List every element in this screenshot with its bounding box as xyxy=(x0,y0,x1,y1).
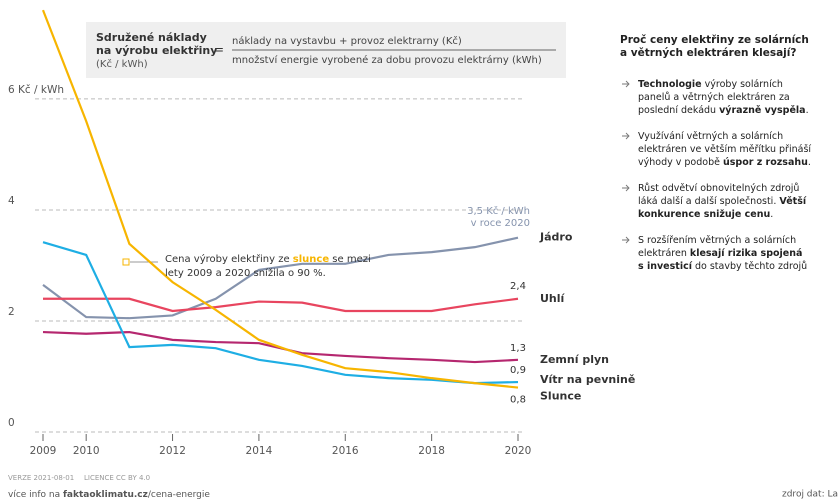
series-label: Zemní plyn xyxy=(540,353,609,366)
rich-line: elektráren klesají rizika spojená xyxy=(638,248,802,259)
series-line xyxy=(42,236,519,320)
x-tick-label: 2018 xyxy=(418,445,445,457)
panel-title: Proč ceny elektřiny ze solárních xyxy=(620,34,809,46)
text-segment: Využívání větrných a solárních xyxy=(638,131,783,142)
text-segment: lety 2009 a 2020 snížila o 90 %. xyxy=(165,267,326,279)
bullet-arrow xyxy=(622,184,630,192)
text-segment: láká další a další společnosti. xyxy=(638,196,779,207)
rich-line: lety 2009 a 2020 snížila o 90 %. xyxy=(165,267,326,279)
series-label: Jádro xyxy=(539,231,573,244)
text-segment: se mezi xyxy=(329,254,371,265)
text-segment: více info na xyxy=(8,490,63,500)
bold-segment: Technologie xyxy=(638,79,702,90)
bullet-arrow xyxy=(622,236,630,244)
x-tick-label: 2012 xyxy=(159,445,186,457)
bold-segment: výrazně vyspěla xyxy=(719,105,805,116)
bold-segment: slunce xyxy=(293,254,330,265)
text-segment: panelů a větrných elektráren za xyxy=(638,92,790,103)
x-tick-label: 2020 xyxy=(505,445,532,457)
text-segment: Cena výroby elektřiny ze xyxy=(165,253,293,265)
text-segment: elektráren xyxy=(638,248,690,259)
text-segment: /cena-energie xyxy=(148,490,211,500)
x-tick-label: 2014 xyxy=(246,445,273,457)
y-tick-label: 2 xyxy=(8,306,15,318)
value-label: 0,8 xyxy=(510,395,526,406)
rich-line: Růst odvětví obnovitelných zdrojů xyxy=(638,183,799,194)
series-label: Uhlí xyxy=(540,292,566,305)
text-segment: . xyxy=(770,209,773,220)
nuclear-note: v roce 2020 xyxy=(471,218,530,229)
series-line xyxy=(43,297,519,313)
bold-segment: s investicí xyxy=(638,261,693,272)
value-label: 1,3 xyxy=(510,343,526,354)
rich-line: panelů a větrných elektráren za xyxy=(638,92,790,103)
x-tick-label: 2016 xyxy=(332,445,359,457)
rich-line: Cena výroby elektřiny ze slunce se mezi xyxy=(165,253,371,265)
formula-unit: (Kč / kWh) xyxy=(96,58,148,70)
y-tick-label: 0 xyxy=(8,417,15,429)
bold-segment: Větší xyxy=(779,196,806,207)
text-segment: . xyxy=(806,105,809,116)
footer-version: VERZE 2021-08-01 xyxy=(8,474,74,482)
bold-segment: klesají rizika spojená xyxy=(690,248,803,259)
bold-segment: konkurence snižuje cenu xyxy=(638,209,770,220)
formula-left: Sdružené náklady xyxy=(96,31,207,44)
text-segment: . xyxy=(808,157,811,168)
text-segment: poslední dekádu xyxy=(638,105,719,116)
bullet-arrow xyxy=(622,80,630,88)
rich-line: S rozšířením větrných a solárních xyxy=(638,235,796,246)
y-tick-label: 4 xyxy=(8,195,15,207)
rich-line: více info na faktaoklimatu.cz/cena-energ… xyxy=(8,490,210,500)
rich-line: Využívání větrných a solárních xyxy=(638,131,783,142)
text-segment: elektráren ve větším měřítku přináší xyxy=(638,144,811,155)
formula-equals: = xyxy=(214,43,224,57)
value-label: 0,9 xyxy=(510,365,526,376)
footer-source: zdroj dat: La xyxy=(782,490,838,500)
series-label: Slunce xyxy=(540,390,581,403)
bullet-arrow xyxy=(622,132,630,140)
bold-segment: faktaoklimatu.cz xyxy=(63,490,148,500)
formula-denominator: množství energie vyrobené za dobu provoz… xyxy=(232,54,542,66)
bold-segment: úspor z rozsahu xyxy=(723,157,808,168)
text-segment: Růst odvětví obnovitelných zdrojů xyxy=(638,183,799,194)
panel-title: a větrných elektráren klesají? xyxy=(620,47,796,59)
formula-left: na výrobu elektřiny xyxy=(96,44,217,57)
rich-line: výhody v podobě úspor z rozsahu. xyxy=(638,157,811,168)
text-segment: výroby solárních xyxy=(702,79,783,90)
rich-line: láká další a další společnosti. Větší xyxy=(638,196,807,207)
rich-line: konkurence snižuje cenu. xyxy=(638,209,773,220)
rich-line: Technologie výroby solárních xyxy=(638,79,783,90)
text-segment: výhody v podobě xyxy=(638,157,723,168)
series-line xyxy=(42,241,519,385)
annotation-marker xyxy=(122,258,130,266)
rich-line: poslední dekádu výrazně vyspěla. xyxy=(638,105,809,116)
text-segment: do stavby těchto zdrojů xyxy=(692,261,807,272)
series-line xyxy=(41,9,519,389)
footer-license: LICENCE CC BY 4.0 xyxy=(84,474,150,482)
nuclear-note: 3,5 Kč / kWh xyxy=(467,205,530,217)
value-label: 2,4 xyxy=(510,281,526,292)
rich-line: elektráren ve větším měřítku přináší xyxy=(638,144,811,155)
y-tick-label: 6 Kč / kWh xyxy=(8,84,64,96)
x-tick-label: 2009 xyxy=(30,445,57,457)
rich-line: s investicí do stavby těchto zdrojů xyxy=(638,261,807,272)
series-label: Vítr na pevnině xyxy=(540,373,635,386)
x-tick-label: 2010 xyxy=(73,445,100,457)
formula-numerator: náklady na vystavbu + provoz elektrarny … xyxy=(232,35,462,47)
text-segment: S rozšířením větrných a solárních xyxy=(638,235,796,246)
